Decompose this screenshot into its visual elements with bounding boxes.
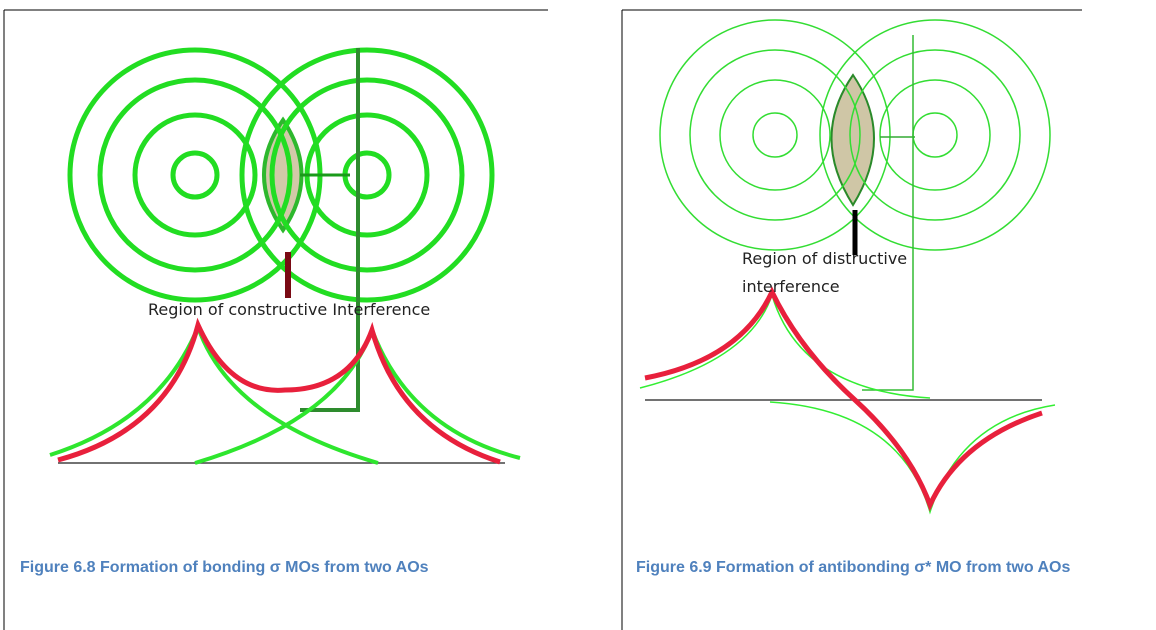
antibonding-diagram <box>639 19 1056 515</box>
label: Region of constructive Interference <box>148 300 430 319</box>
label-line: Region of distructive <box>742 249 907 268</box>
label-line: interference <box>742 277 840 296</box>
table-borders <box>3 9 1082 630</box>
caption: Figure 6.8 Formation of bonding σ MOs fr… <box>20 559 429 576</box>
caption: Figure 6.9 Formation of antibonding σ* M… <box>636 559 1071 576</box>
bonding-diagram <box>49 47 521 465</box>
